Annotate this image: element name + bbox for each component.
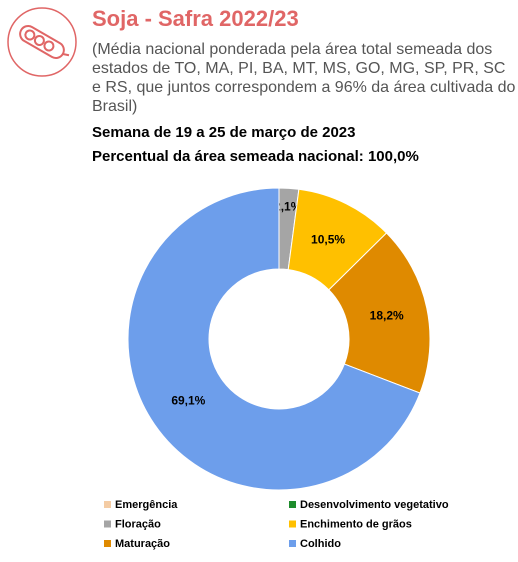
legend-swatch xyxy=(289,501,296,508)
data-label: 2,1% xyxy=(274,199,302,213)
legend-swatch xyxy=(104,540,111,547)
legend-swatch xyxy=(289,520,296,528)
data-label: 69,1% xyxy=(171,393,205,407)
slice xyxy=(328,232,431,394)
legend-swatch xyxy=(289,540,296,547)
total-label: Percentual da área semeada nacional: 100… xyxy=(92,148,419,165)
legend-label: Emergência xyxy=(115,499,178,511)
legend-label: Desenvolvimento vegetativo xyxy=(300,499,449,511)
legend-label: Maturação xyxy=(115,538,170,550)
data-label: 18,2% xyxy=(370,309,404,323)
chart-title: Soja - Safra 2022/23 xyxy=(92,6,299,31)
week-label: Semana de 19 a 25 de março de 2023 xyxy=(92,124,356,141)
legend-swatch xyxy=(104,501,111,508)
legend-label: Floração xyxy=(115,518,161,530)
legend-label: Colhido xyxy=(300,538,341,550)
data-label: 10,5% xyxy=(311,233,345,247)
chart-subtitle: (Média nacional ponderada pela área tota… xyxy=(92,41,516,115)
slice xyxy=(127,187,421,491)
legend-swatch xyxy=(104,520,111,528)
legend-label: Enchimento de grãos xyxy=(300,518,412,530)
soy-icon xyxy=(7,7,77,77)
